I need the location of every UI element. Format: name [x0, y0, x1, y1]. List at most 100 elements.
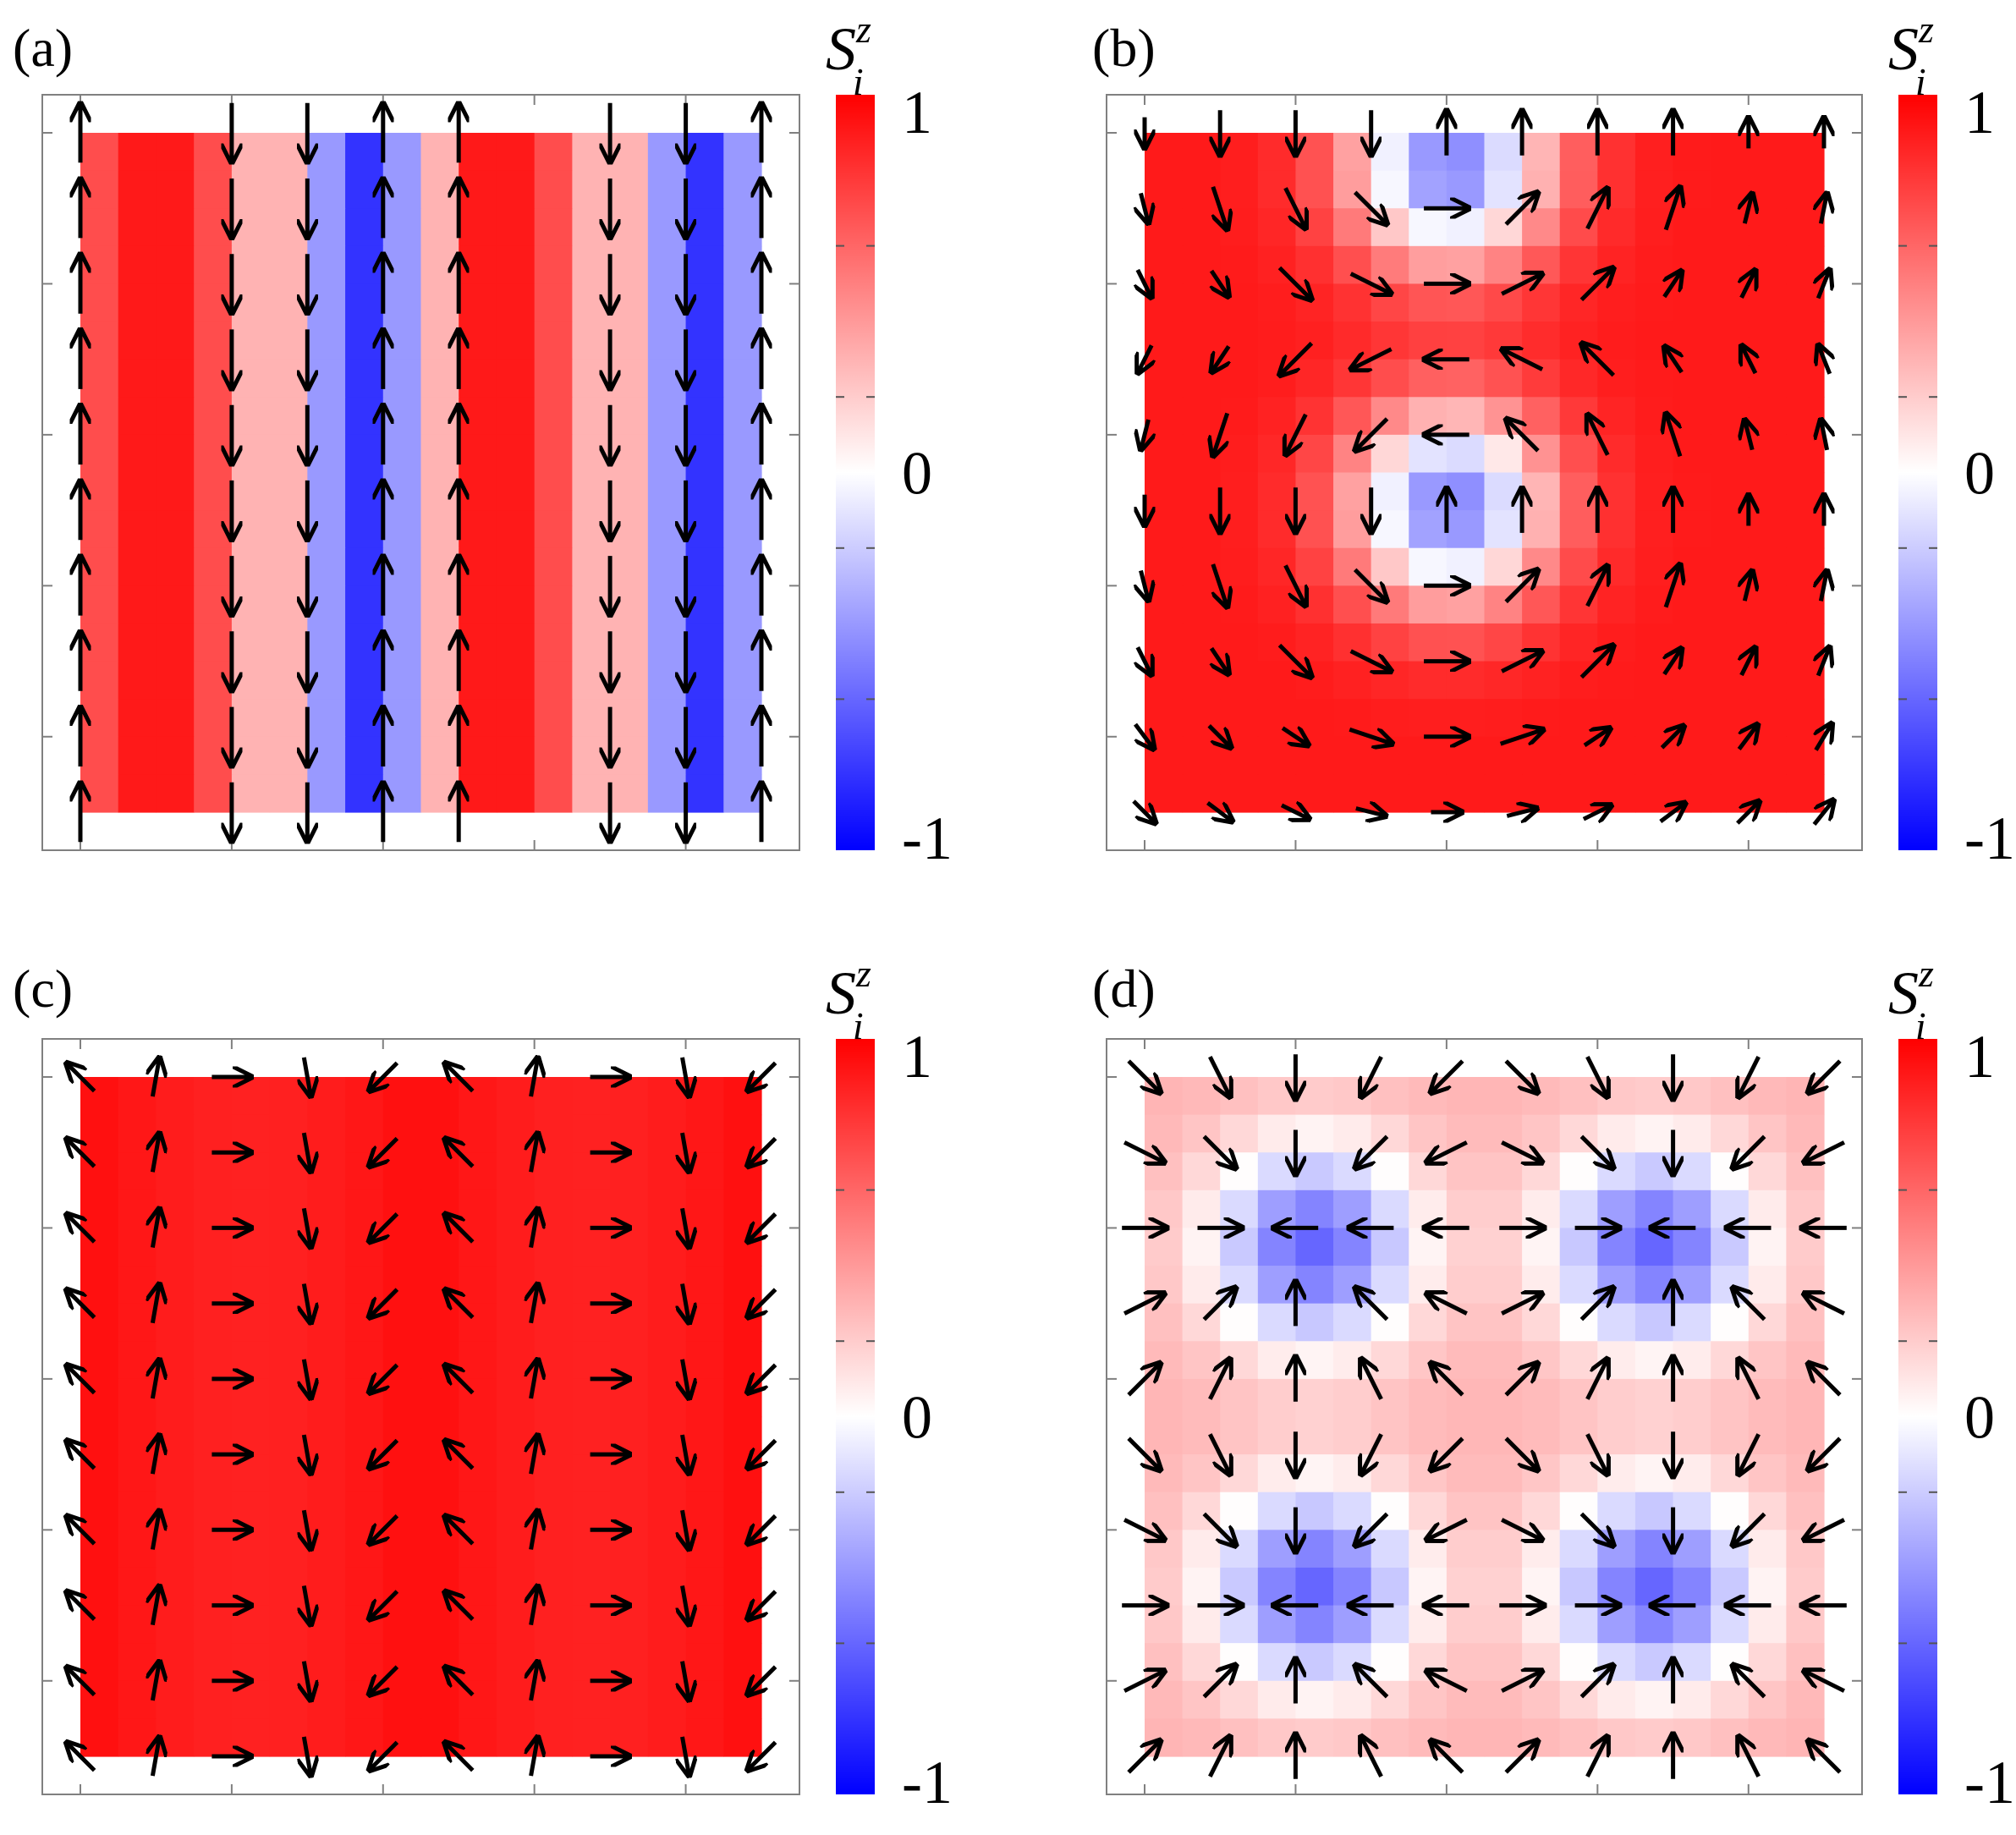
heatmap-cell — [1333, 472, 1372, 511]
heatmap-cell — [1333, 661, 1372, 700]
heatmap-cell — [610, 1492, 649, 1530]
heatmap-cell — [1145, 585, 1184, 624]
spin-arrow — [1213, 412, 1230, 457]
heatmap-cell — [1182, 1266, 1221, 1305]
heatmap-cell — [1409, 359, 1447, 398]
heatmap-cell — [345, 133, 384, 172]
heatmap-cell — [1257, 321, 1297, 360]
heatmap-cell — [1446, 170, 1486, 209]
heatmap-cell — [1559, 472, 1598, 511]
heatmap-cell — [1295, 1567, 1334, 1607]
heatmap-cell — [685, 1567, 724, 1607]
spin-arrow — [445, 1742, 475, 1772]
heatmap-cell — [1748, 1189, 1787, 1229]
heatmap-cell — [156, 1152, 195, 1191]
heatmap-cell — [723, 1643, 762, 1682]
heatmap-cell — [610, 245, 649, 285]
heatmap-cell — [1295, 510, 1334, 549]
heatmap-cell — [1409, 661, 1447, 700]
spin-arrow — [1207, 724, 1231, 748]
heatmap-cell — [1634, 1228, 1674, 1266]
heatmap-cell — [610, 1416, 649, 1455]
heatmap-cell — [231, 283, 271, 322]
heatmap-cell — [194, 1378, 233, 1418]
heatmap-cell — [194, 1416, 233, 1455]
spin-arrow — [1283, 564, 1306, 606]
heatmap-cell — [572, 1454, 611, 1493]
spin-arrow — [152, 1662, 159, 1701]
heatmap-cell — [496, 736, 536, 775]
spin-arrow — [1361, 1359, 1383, 1400]
heatmap-cell — [610, 1303, 649, 1342]
spin-arrow — [1733, 1288, 1766, 1321]
heatmap-cell — [194, 359, 233, 398]
heatmap-cell — [496, 1454, 536, 1493]
spin-arrow — [1208, 1736, 1230, 1778]
heatmap-cell — [1257, 133, 1297, 172]
heatmap-cell — [156, 1228, 195, 1266]
heatmap-cell — [1371, 283, 1409, 322]
heatmap-cell — [1257, 1492, 1297, 1530]
colorbar-tick-label: 0 — [902, 1384, 932, 1452]
heatmap-cell — [1371, 774, 1409, 813]
heatmap-cell — [307, 1416, 346, 1455]
heatmap-cell — [1673, 1718, 1711, 1757]
spin-arrow — [1733, 1665, 1766, 1699]
heatmap-cell — [723, 510, 762, 549]
heatmap-cell — [1257, 1266, 1297, 1305]
heatmap-cell — [1295, 1530, 1334, 1569]
heatmap-cell — [231, 1530, 271, 1569]
heatmap-cell — [1182, 283, 1221, 322]
heatmap-cell — [534, 1567, 573, 1607]
heatmap-cell — [685, 1530, 724, 1569]
heatmap-cell — [1634, 1718, 1674, 1757]
heatmap-cell — [496, 359, 536, 398]
heatmap-cell — [496, 1718, 536, 1757]
spin-arrow — [66, 1063, 96, 1093]
heatmap-cell — [647, 1152, 687, 1191]
heatmap-cell — [156, 736, 195, 775]
heatmap-cell — [80, 1189, 119, 1229]
heatmap-cell — [572, 510, 611, 549]
heatmap-cell — [1634, 1680, 1674, 1719]
spin-arrow — [1501, 1140, 1542, 1162]
heatmap-cell — [194, 661, 233, 700]
heatmap-cell — [534, 245, 573, 285]
heatmap-cell — [345, 510, 384, 549]
heatmap-cell — [459, 170, 497, 209]
heatmap-cell — [156, 1266, 195, 1305]
spin-arrow — [1744, 193, 1752, 224]
spin-arrow — [1804, 1518, 1846, 1540]
heatmap-cell — [382, 1680, 422, 1719]
heatmap-cell — [685, 472, 724, 511]
spin-arrow — [1355, 809, 1387, 816]
heatmap-cell — [459, 1643, 497, 1682]
heatmap-cell — [572, 1341, 611, 1380]
heatmap-cell — [572, 1680, 611, 1719]
heatmap-cell — [647, 208, 687, 247]
spin-arrow — [747, 1288, 777, 1317]
heatmap-cell — [1748, 1152, 1787, 1191]
heatmap-cell — [1182, 1567, 1221, 1607]
heatmap-cell — [382, 736, 422, 775]
spin-arrow — [152, 1208, 159, 1249]
heatmap-cell — [194, 1643, 233, 1682]
heatmap-cell — [1522, 397, 1561, 436]
heatmap-cell — [156, 623, 195, 662]
heatmap-cell — [572, 1378, 611, 1418]
heatmap-cell — [1673, 283, 1711, 322]
heatmap-cell — [572, 1189, 611, 1229]
heatmap-cell — [382, 623, 422, 662]
heatmap-cell — [1145, 1530, 1184, 1569]
colorbar-gradient — [836, 95, 875, 850]
spin-arrow — [1202, 1665, 1236, 1699]
colorbar-tick-label: 1 — [902, 79, 932, 146]
heatmap-cell — [1446, 1228, 1486, 1266]
heatmap-cell — [1182, 321, 1221, 360]
heatmap-cell — [459, 585, 497, 624]
heatmap-cell — [269, 510, 308, 549]
heatmap-cell — [496, 283, 536, 322]
heatmap-cell — [1748, 623, 1787, 662]
heatmap-cell — [1597, 321, 1636, 360]
spin-arrow — [1361, 1055, 1383, 1097]
